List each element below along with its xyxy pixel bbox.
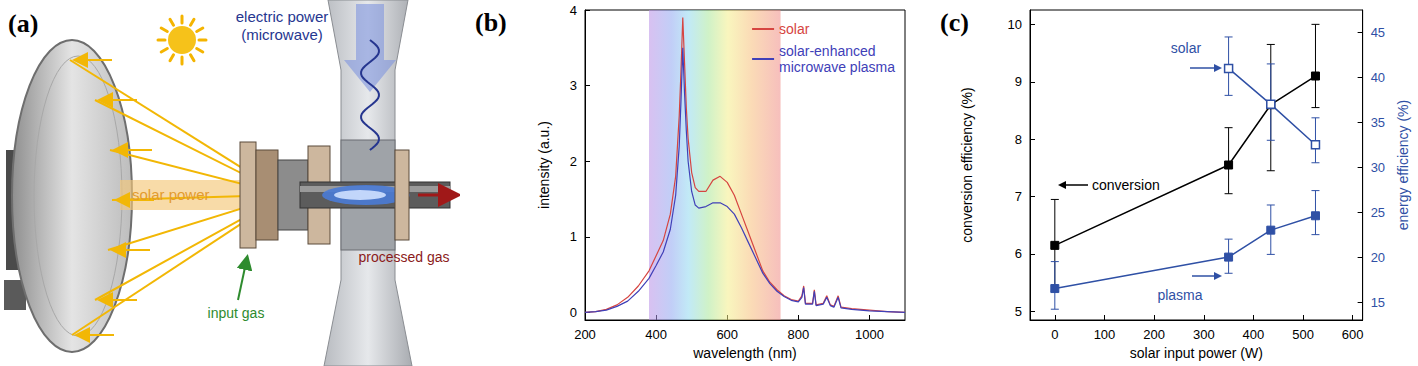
svg-text:1000: 1000 — [855, 327, 884, 342]
svg-text:35: 35 — [1371, 115, 1385, 130]
svg-text:400: 400 — [645, 327, 667, 342]
svg-text:200: 200 — [1143, 327, 1165, 342]
svg-text:2: 2 — [570, 154, 577, 169]
svg-text:electric power: electric power — [236, 8, 329, 25]
svg-text:45: 45 — [1371, 25, 1385, 40]
svg-text:intensity (a.u.): intensity (a.u.) — [536, 121, 552, 209]
svg-text:microwave plasma: microwave plasma — [779, 59, 895, 75]
svg-text:solar: solar — [779, 21, 810, 37]
svg-text:(b): (b) — [475, 8, 507, 37]
svg-text:conversion: conversion — [1092, 177, 1160, 193]
svg-text:6: 6 — [1015, 246, 1022, 261]
svg-text:200: 200 — [574, 327, 596, 342]
svg-text:solar input power (W): solar input power (W) — [1130, 345, 1263, 361]
svg-text:600: 600 — [1342, 327, 1364, 342]
svg-text:600: 600 — [716, 327, 738, 342]
svg-text:(microwave): (microwave) — [241, 26, 323, 43]
svg-text:500: 500 — [1292, 327, 1314, 342]
svg-text:conversion efficiency (%): conversion efficiency (%) — [959, 87, 975, 242]
svg-text:(a): (a) — [8, 9, 38, 38]
svg-text:wavelength (nm): wavelength (nm) — [692, 345, 797, 361]
svg-text:5: 5 — [1015, 304, 1022, 319]
svg-text:100: 100 — [1094, 327, 1116, 342]
svg-text:energy efficiency (%): energy efficiency (%) — [1395, 100, 1411, 230]
svg-text:0: 0 — [570, 305, 577, 320]
svg-text:40: 40 — [1371, 70, 1385, 85]
svg-text:8: 8 — [1015, 132, 1022, 147]
svg-text:processed gas: processed gas — [358, 249, 449, 265]
svg-text:300: 300 — [1193, 327, 1215, 342]
svg-text:10: 10 — [1008, 17, 1022, 32]
svg-text:15: 15 — [1371, 295, 1385, 310]
svg-text:solar power: solar power — [132, 186, 210, 203]
svg-text:25: 25 — [1371, 205, 1385, 220]
svg-text:400: 400 — [1243, 327, 1265, 342]
svg-text:input gas: input gas — [208, 305, 265, 321]
svg-text:1: 1 — [570, 229, 577, 244]
svg-text:solar-enhanced: solar-enhanced — [779, 43, 876, 59]
svg-text:30: 30 — [1371, 160, 1385, 175]
svg-text:solar: solar — [1171, 40, 1202, 56]
svg-text:20: 20 — [1371, 250, 1385, 265]
svg-text:9: 9 — [1015, 74, 1022, 89]
svg-text:800: 800 — [787, 327, 809, 342]
svg-text:plasma: plasma — [1157, 287, 1202, 303]
svg-text:4: 4 — [570, 3, 577, 18]
svg-text:7: 7 — [1015, 189, 1022, 204]
svg-text:(c): (c) — [940, 8, 969, 37]
svg-text:0: 0 — [1051, 327, 1058, 342]
svg-text:3: 3 — [570, 78, 577, 93]
